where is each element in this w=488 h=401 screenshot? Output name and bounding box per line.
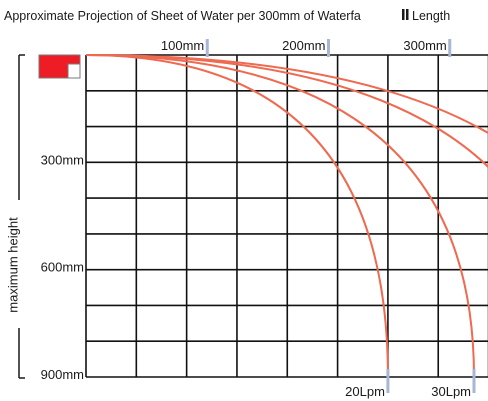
curve-20Lpm xyxy=(85,54,389,378)
series-labels: 20Lpm30Lpm40Lpm60Lpm xyxy=(345,369,476,399)
curve-end-marker xyxy=(472,369,476,394)
y-tick-label: 900mm xyxy=(41,367,84,382)
curve-40Lpm xyxy=(85,54,488,169)
y-axis-title: maximum height xyxy=(5,217,20,313)
grid xyxy=(85,54,488,378)
x-tick-labels: 100mm 200mm 300mm xyxy=(161,38,452,57)
x-tick-label: 200mm xyxy=(282,38,325,53)
ylabel-mask xyxy=(6,200,22,328)
title-suffix: Length xyxy=(412,9,450,23)
chart-title: Approximate Projection of Sheet of Water… xyxy=(4,9,361,23)
x-tick-label: 300mm xyxy=(403,38,446,53)
x-tick-marker xyxy=(205,39,209,57)
flow-curves xyxy=(85,54,488,378)
curve-60Lpm xyxy=(85,54,488,135)
series-label-20Lpm: 20Lpm xyxy=(345,384,385,399)
y-tick-labels: 300mm 600mm 900mm xyxy=(41,152,84,382)
x-tick-marker xyxy=(448,39,452,57)
nozzle-icon xyxy=(38,54,81,79)
marker-legend-icon-2 xyxy=(406,9,409,20)
marker-legend-icon xyxy=(402,9,405,20)
y-tick-label: 600mm xyxy=(41,260,84,275)
x-tick-marker xyxy=(327,39,330,57)
curve-end-marker xyxy=(386,369,390,394)
curve-30Lpm xyxy=(85,54,475,378)
x-tick-label: 100mm xyxy=(161,38,204,53)
y-tick-label: 300mm xyxy=(41,152,84,167)
series-label-30Lpm: 30Lpm xyxy=(431,384,471,399)
